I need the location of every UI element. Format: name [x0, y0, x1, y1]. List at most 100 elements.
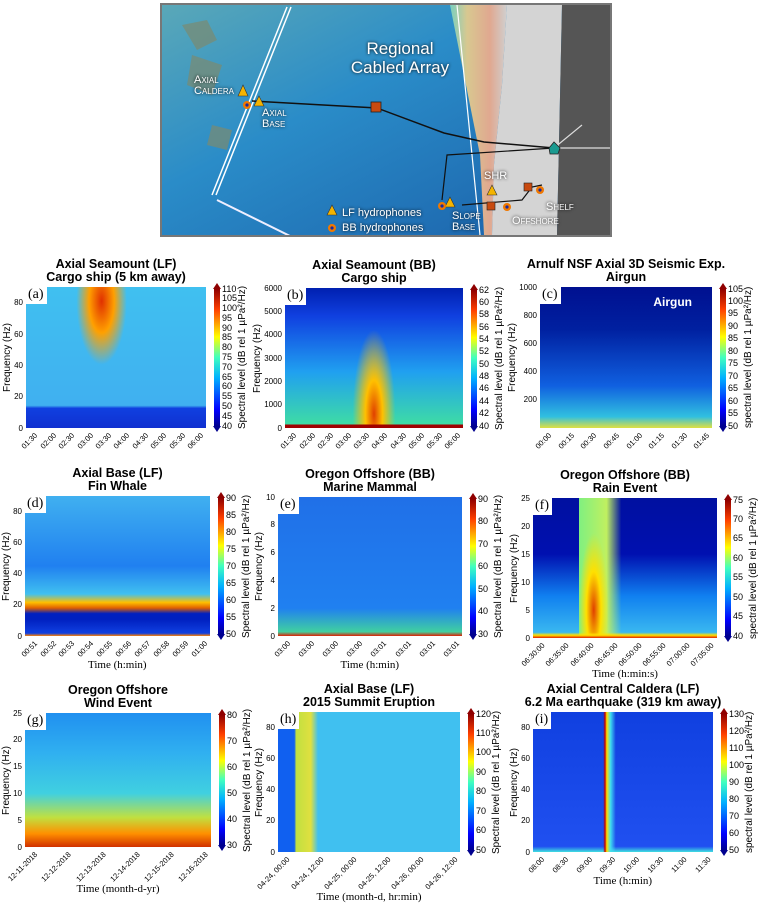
x-tick-label: 02:00	[297, 431, 317, 451]
y-axis-label: Frequency (Hz)	[254, 747, 265, 817]
x-tick-label: 03:01	[393, 639, 413, 659]
y-axis-label: Frequency (Hz)	[254, 532, 265, 601]
colorbar-tick-label: 100	[476, 747, 492, 758]
colorbar	[467, 708, 475, 856]
y-axis-label: Frequency (Hz)	[509, 533, 520, 603]
x-tick-label: 00:51	[19, 639, 39, 659]
x-tick-label: 12-11-2018	[5, 850, 39, 884]
y-tick-label: 600	[523, 338, 537, 348]
spectrogram-plot: (a)	[26, 287, 206, 428]
colorbar	[470, 284, 478, 432]
colorbar-tick-label: 50	[729, 844, 740, 855]
chart-title: Axial Seamount (LF)	[55, 257, 177, 271]
y-tick-label: 6	[270, 548, 275, 558]
bathymetry-map-image	[162, 5, 610, 235]
colorbar-tick-label: 40	[479, 420, 490, 431]
y-tick-label: 200	[523, 395, 537, 405]
x-tick-label: 01:00	[189, 639, 209, 659]
x-tick-label: 01:00	[624, 431, 644, 451]
colorbar-tick-label: 62	[479, 284, 490, 295]
colorbar-tick-label: 120	[476, 708, 492, 719]
y-tick-label: 40	[266, 785, 275, 795]
cabled-array-map: Regional Cabled Array Axial Caldera Axial…	[160, 3, 612, 237]
y-tick-label: 40	[14, 360, 23, 370]
colorbar-tick-label: 100	[222, 303, 238, 314]
y-tick-label: 2000	[264, 376, 282, 386]
colorbar-tick-label: 50	[476, 844, 487, 855]
colorbar-tick-label: 80	[729, 793, 740, 804]
y-tick-label: 0	[277, 423, 282, 433]
chart-title: Axial Central Caldera (LF)	[546, 682, 700, 696]
colorbar-tick-label: 95	[222, 312, 233, 323]
site-axial-caldera-1: Axial	[194, 74, 219, 86]
y-tick-label: 80	[521, 723, 530, 733]
x-tick-label: 00:15	[556, 431, 576, 451]
x-tick-label: 10:30	[645, 855, 665, 875]
colorbar-tick-label: 95	[728, 308, 739, 319]
colorbar-tick-label: 45	[222, 410, 233, 421]
colorbar-tick-label: 70	[733, 513, 744, 524]
panel-label: (f)	[533, 498, 552, 515]
chart-title: Fin Whale	[87, 479, 148, 493]
colorbar-tick-label: 50	[222, 400, 233, 411]
y-tick-label: 60	[266, 754, 275, 764]
colorbar-tick-label: 85	[226, 509, 237, 520]
colorbar-tick-label: 70	[222, 361, 233, 372]
x-tick-label: 00:59	[170, 639, 191, 659]
x-tick-label: 02:00	[38, 431, 58, 451]
x-tick-label: 06:30:00	[519, 641, 547, 669]
panel-label: (b)	[285, 288, 307, 305]
x-axis-label: Time (h:min)	[88, 658, 147, 671]
x-tick-label: 03:00	[320, 639, 341, 659]
colorbar-tick-label: 52	[479, 346, 490, 357]
x-tick-label: 11:30	[692, 855, 713, 875]
y-tick-label: 40	[13, 569, 22, 579]
colorbar-tick-label: 58	[479, 309, 490, 320]
y-axis-label: Frequency (Hz)	[1, 745, 12, 815]
colorbar-tick-label: 60	[728, 395, 739, 406]
y-tick-label: 20	[14, 392, 23, 402]
x-tick-label: 02:30	[315, 431, 335, 451]
colorbar-tick-label: 40	[222, 420, 233, 431]
y-tick-label: 10	[13, 788, 22, 798]
panel-label: (g)	[25, 713, 47, 730]
x-tick-label: 00:00	[533, 431, 554, 451]
panel-label: (d)	[25, 496, 47, 513]
colorbar-tick-label: 90	[728, 320, 739, 331]
y-tick-label: 15	[13, 762, 22, 772]
colorbar-tick-label: 56	[479, 321, 490, 332]
y-tick-label: 15	[521, 549, 530, 559]
x-tick-label: 05:00	[406, 431, 426, 451]
colorbar-tick-label: 55	[733, 572, 744, 583]
x-tick-label: 03:00	[344, 639, 365, 659]
colorbar-tick-label: 100	[729, 759, 745, 770]
x-tick-label: 04-26, 00:00	[389, 855, 426, 892]
site-offshore: Offshore	[512, 215, 559, 227]
y-tick-label: 80	[266, 723, 275, 733]
colorbar-tick-label: 75	[733, 494, 744, 505]
colorbar-tick-label: 110	[222, 283, 237, 294]
colorbar-label: Spectral level (dB rel 1 µPa²/Hz)	[241, 494, 252, 638]
colorbar-tick-label: 65	[733, 533, 744, 544]
colorbar	[469, 493, 477, 640]
x-tick-label: 12-16-2018	[176, 850, 210, 884]
colorbar-tick-label: 120	[729, 725, 745, 736]
x-tick-label: 01:30	[278, 431, 299, 451]
map-title-line2: Cabled Array	[350, 58, 450, 77]
y-tick-label: 8	[270, 520, 275, 530]
colorbar-tick-label: 75	[728, 358, 739, 369]
x-tick-label: 03:01	[368, 639, 389, 659]
y-tick-label: 25	[521, 493, 530, 503]
colorbar-tick-label: 54	[479, 333, 490, 344]
y-axis-label: Frequency (Hz)	[507, 323, 518, 392]
x-tick-label: 08:00	[526, 855, 547, 875]
x-tick-label: 04:30	[130, 431, 150, 451]
x-axis-label: Time (h:min)	[340, 658, 400, 671]
y-axis-label: Frequency (Hz)	[1, 531, 12, 601]
colorbar-tick-label: 60	[733, 552, 744, 563]
colorbar-label: Spectral level (dB rel 1 µPa²/Hz)	[493, 494, 504, 638]
colorbar-tick-label: 90	[476, 766, 487, 777]
x-tick-label: 11:00	[669, 855, 689, 875]
colorbar-tick-label: 60	[479, 296, 490, 307]
x-tick-label: 07:05:00	[688, 641, 717, 669]
